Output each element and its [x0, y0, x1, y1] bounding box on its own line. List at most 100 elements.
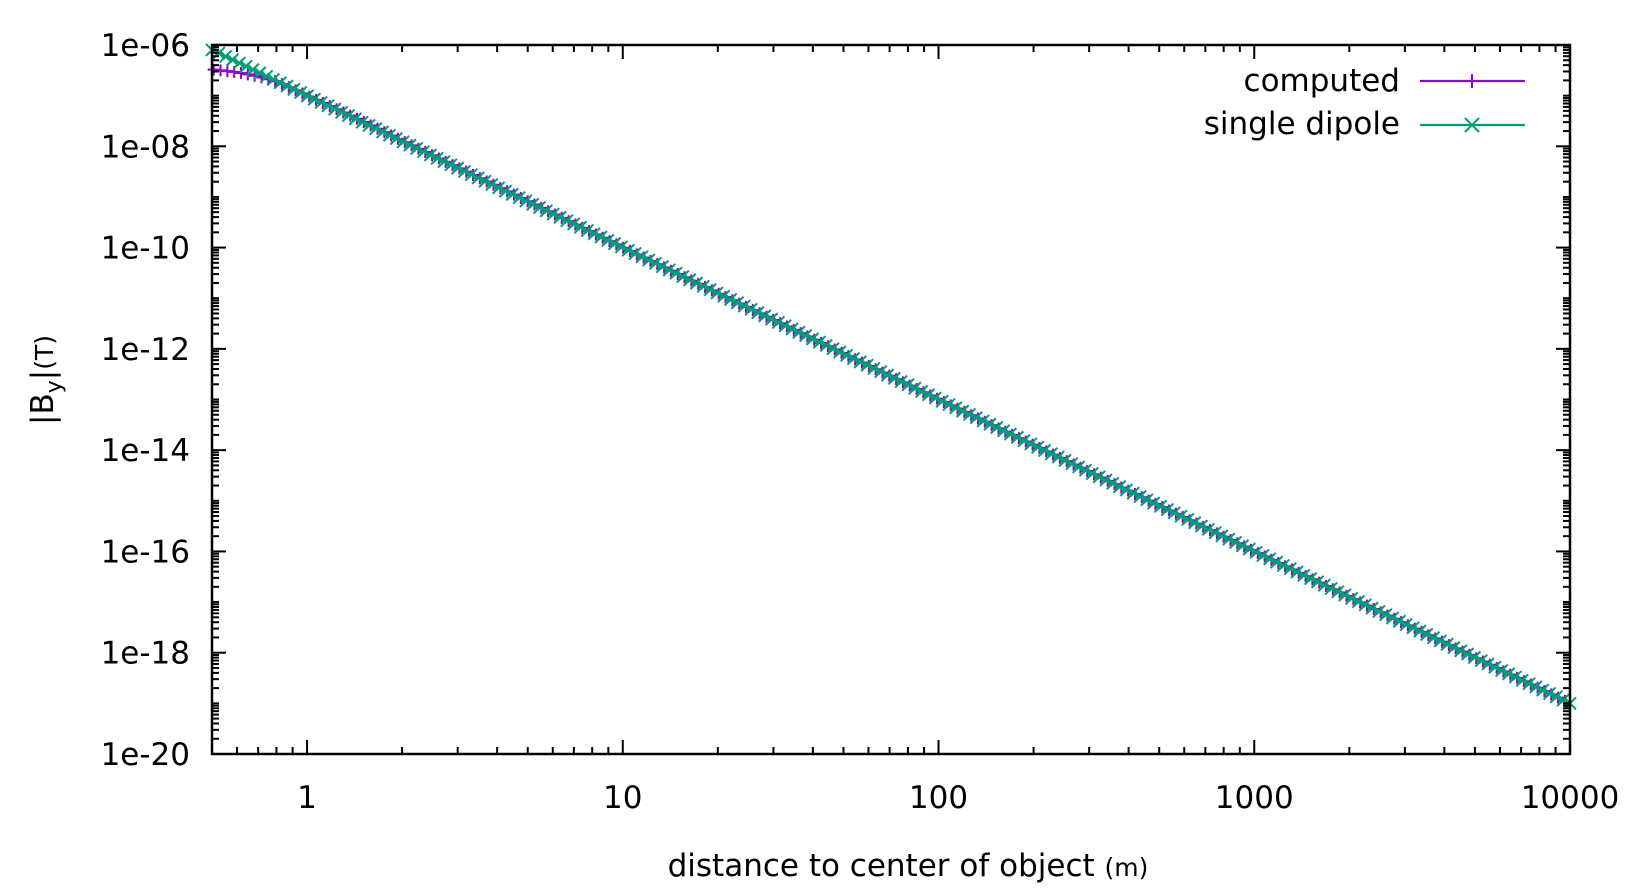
data-point-single-dipole [1535, 683, 1550, 697]
y-tick-label: 1e-08 [101, 129, 190, 165]
data-point-single-dipole [396, 135, 410, 149]
data-point-single-dipole [403, 138, 417, 152]
data-point-single-dipole [1187, 516, 1202, 530]
data-point-single-dipole [526, 197, 540, 211]
y-tick-label: 1e-20 [101, 737, 190, 773]
data-point-single-dipole [1044, 447, 1059, 461]
data-point-single-dipole [300, 89, 315, 103]
data-point-single-dipole [423, 148, 438, 162]
data-point-single-dipole [444, 158, 458, 172]
data-point-single-dipole [1379, 607, 1393, 622]
data-point-single-dipole [1058, 453, 1072, 468]
data-point-single-dipole [464, 167, 479, 182]
data-point-single-dipole [369, 122, 383, 136]
data-point-single-dipole [1454, 644, 1468, 658]
data-point-single-dipole [853, 355, 867, 369]
data-point-single-dipole [1249, 545, 1263, 560]
legend-label-computed: computed [1244, 63, 1400, 99]
data-point-single-dipole [1474, 653, 1488, 668]
data-point-single-dipole [867, 361, 881, 376]
data-point-single-dipole [826, 342, 840, 356]
data-point-single-dipole [1167, 506, 1181, 520]
data-point-single-dipole [901, 378, 915, 392]
data-point-single-dipole [416, 144, 431, 159]
data-point-single-dipole [1153, 499, 1168, 514]
data-point-single-dipole [348, 112, 363, 126]
data-point-single-dipole [764, 312, 779, 326]
data-point-single-dipole [1310, 575, 1325, 589]
data-point-single-dipole [519, 194, 533, 208]
data-point-single-dipole [1078, 463, 1093, 477]
data-point-single-dipole [778, 319, 792, 333]
data-point-single-dipole [1071, 460, 1086, 474]
data-point-single-dipole [1201, 522, 1216, 537]
data-point-single-dipole [860, 358, 874, 372]
y-tick-label: 1e-12 [101, 332, 190, 368]
data-point-single-dipole [1085, 466, 1100, 481]
data-point-single-dipole [1331, 585, 1345, 599]
x-tick-label: 10000 [1521, 780, 1620, 816]
data-point-single-dipole [587, 227, 601, 241]
data-point-single-dipole [259, 69, 274, 83]
data-point-single-dipole [1065, 456, 1079, 471]
data-point-single-dipole [478, 174, 492, 188]
data-point-single-dipole [1133, 489, 1147, 504]
x-tick-label: 1 [297, 780, 317, 816]
data-point-single-dipole [314, 95, 328, 110]
data-point-single-dipole [1147, 496, 1161, 510]
data-point-single-dipole [280, 79, 294, 93]
data-point-single-dipole [232, 56, 247, 70]
data-point-single-dipole [908, 381, 922, 395]
data-point-single-dipole [1208, 525, 1222, 540]
data-point-single-dipole [307, 92, 322, 106]
data-point-single-dipole [915, 384, 929, 399]
data-point-single-dipole [266, 72, 281, 87]
data-point-single-dipole [1160, 502, 1175, 517]
data-point-single-dipole [1317, 578, 1332, 592]
data-point-single-dipole [894, 374, 908, 389]
data-point-single-dipole [1338, 588, 1352, 602]
data-point-single-dipole [1010, 430, 1024, 445]
data-point-single-dipole [594, 230, 608, 244]
data-point-single-dipole [573, 220, 588, 234]
data-point-single-dipole [1365, 601, 1379, 615]
data-point-single-dipole [355, 115, 369, 129]
data-point-single-dipole [1174, 509, 1188, 523]
data-point-single-dipole [430, 151, 444, 165]
data-point-single-dipole [334, 105, 349, 120]
data-point-single-dipole [601, 233, 615, 248]
data-point-single-dipole [1228, 535, 1243, 550]
data-point-single-dipole [1290, 565, 1304, 579]
data-point-single-dipole [1508, 670, 1523, 684]
data-point-single-dipole [1481, 657, 1495, 671]
data-point-single-dipole [880, 368, 895, 382]
data-point-single-dipole [1392, 614, 1407, 628]
data-point-single-dipole [1515, 673, 1529, 688]
data-point-single-dipole [1324, 581, 1338, 596]
data-point-single-dipole [1440, 637, 1454, 651]
data-point-single-dipole [505, 187, 519, 202]
data-point-single-dipole [846, 351, 861, 366]
data-point-single-dipole [287, 82, 301, 97]
data-point-single-dipole [1215, 529, 1229, 543]
data-point-single-dipole [1235, 539, 1250, 553]
data-point-single-dipole [921, 387, 936, 402]
data-point-single-dipole [833, 345, 847, 359]
data-point-single-dipole [1529, 680, 1543, 694]
data-point-single-dipole [1003, 427, 1018, 441]
data-point-single-dipole [887, 371, 902, 385]
data-point-single-dipole [382, 128, 397, 142]
data-point-single-dipole [553, 210, 567, 225]
data-point-single-dipole [819, 338, 833, 353]
data-point-single-dipole [341, 108, 356, 123]
data-point-single-dipole [375, 125, 390, 139]
data-point-single-dipole [328, 102, 342, 116]
data-point-single-dipole [1194, 519, 1209, 533]
data-point-single-dipole [1399, 617, 1413, 632]
x-tick-label: 1000 [1215, 780, 1294, 816]
data-point-single-dipole [744, 302, 758, 317]
data-point-single-dipole [839, 348, 854, 362]
data-point-single-dipole [635, 250, 649, 264]
data-point-single-dipole [1351, 594, 1366, 609]
